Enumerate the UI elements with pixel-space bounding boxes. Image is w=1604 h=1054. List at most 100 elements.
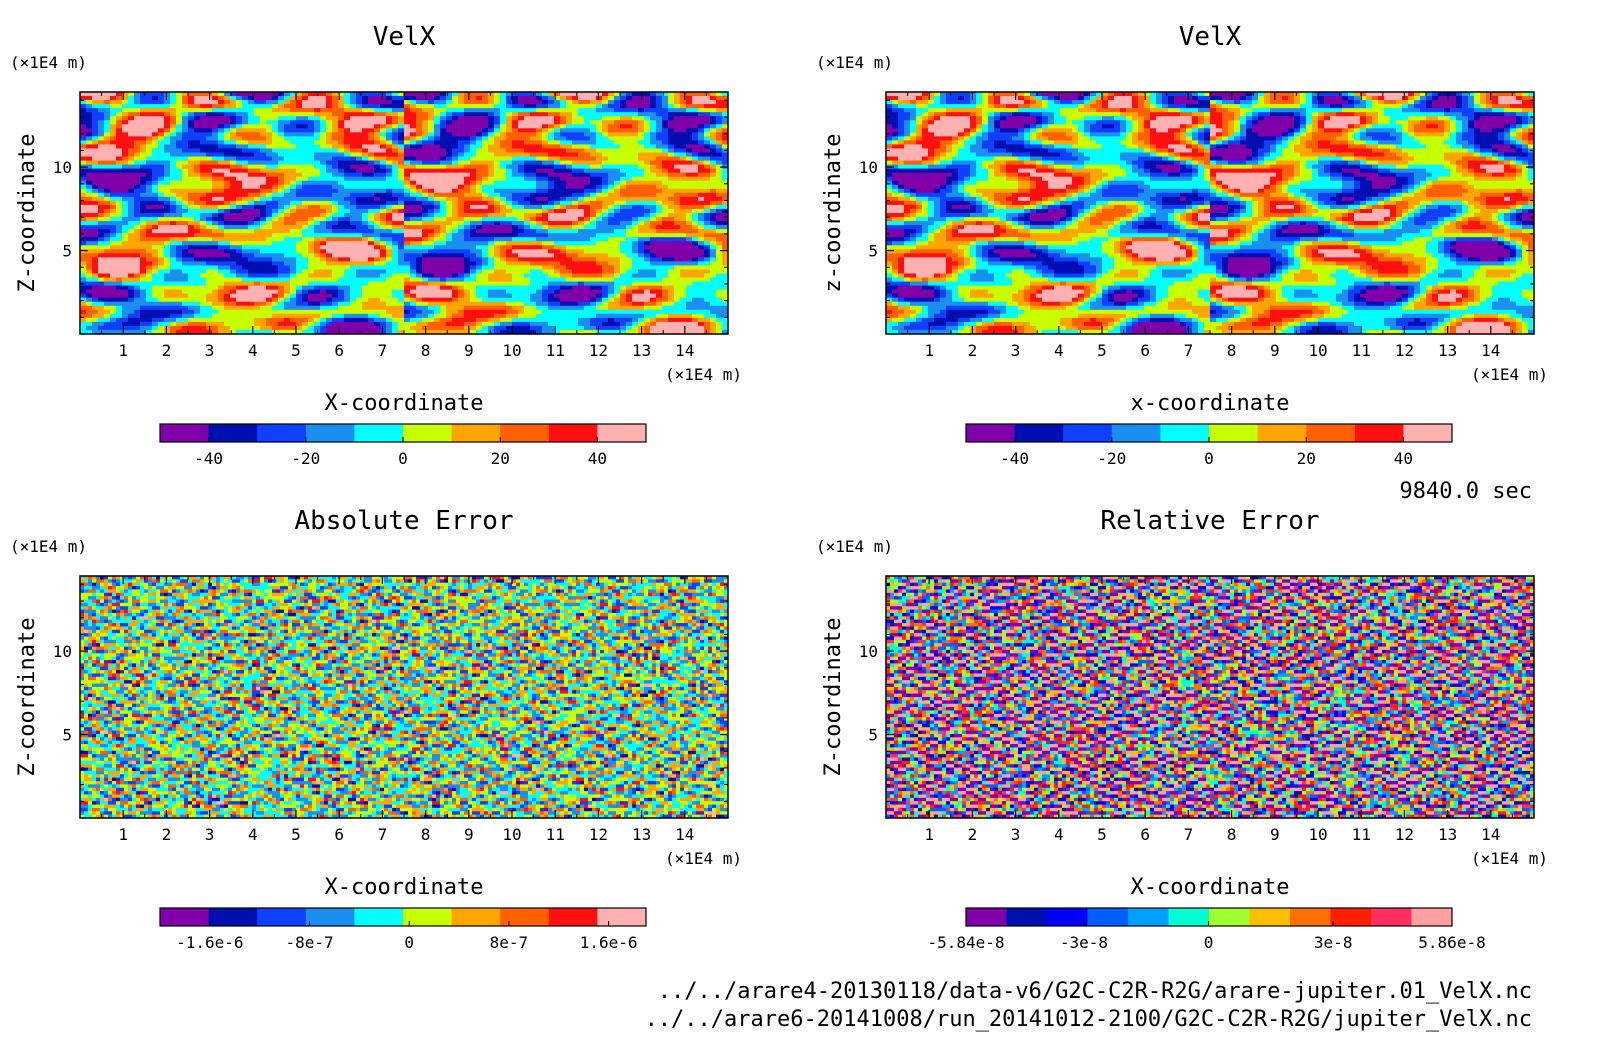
heatmap-cell [116,233,123,238]
heatmap-cell [620,249,627,254]
heatmap-cell [548,204,555,210]
heatmap-cell [452,217,459,222]
heatmap-cell [308,245,315,250]
heatmap-cell [368,265,375,271]
heatmap-cell [584,180,591,186]
heatmap-cell [632,144,639,150]
heatmap-cell [422,112,429,117]
heatmap-cell [314,204,321,210]
heatmap-cell [272,221,279,226]
heatmap-cell [698,152,705,158]
heatmap-cell [566,241,573,246]
heatmap-cell [350,196,357,202]
heatmap-cell [458,213,465,218]
heatmap-cell [554,217,561,222]
heatmap-cell [194,120,201,125]
heatmap-cell [350,180,357,186]
heatmap-cell [212,217,219,222]
heatmap-cell [284,237,291,242]
heatmap-cell [92,273,99,279]
heatmap-cell [650,172,657,178]
heatmap-cell [170,249,177,254]
heatmap-cell [104,245,111,250]
heatmap-cell [518,144,525,150]
heatmap-cell [566,104,573,109]
heatmap-cell [500,237,507,242]
heatmap-cell [656,180,663,186]
heatmap-cell [440,217,447,222]
heatmap-cell [614,160,621,166]
heatmap-cell [530,241,537,246]
heatmap-cell [596,257,603,262]
heatmap-cell [452,128,459,133]
heatmap-cell [386,233,393,238]
heatmap-cell [278,200,285,206]
heatmap-cell [314,225,321,230]
heatmap-cell [194,100,201,105]
heatmap-cell [506,112,513,117]
heatmap-cell [272,192,279,198]
heatmap-cell [692,124,699,129]
heatmap-cell [290,180,297,186]
heatmap-cell [446,112,453,117]
heatmap-cell [614,172,621,178]
heatmap-cell [554,241,561,246]
heatmap-cell [248,108,255,113]
heatmap-cell [470,108,477,113]
heatmap-cell [242,156,249,162]
heatmap-cell [464,265,471,271]
heatmap-cell [554,273,561,279]
heatmap-cell [290,148,297,154]
heatmap-cell [578,229,585,234]
heatmap-cell [110,176,117,182]
heatmap-cell [716,217,723,222]
heatmap-cell [134,204,141,210]
heatmap-cell [122,273,129,279]
heatmap-cell [86,168,93,174]
heatmap-cell [206,229,213,234]
heatmap-cell [206,245,213,250]
heatmap-cell [440,184,447,190]
heatmap-cell [716,261,723,267]
heatmap-cell [428,108,435,113]
heatmap-cell [722,233,728,238]
heatmap-cell [260,208,267,214]
heatmap-cell [386,200,393,206]
heatmap-cell [368,257,375,262]
heatmap-cell [572,104,579,109]
heatmap-cell [446,156,453,162]
heatmap-cell [674,217,681,222]
heatmap-cell [350,176,357,182]
heatmap-cell [614,152,621,158]
heatmap-cell [548,273,555,279]
heatmap-cell [590,120,597,125]
heatmap-cell [206,168,213,174]
heatmap-cell [404,184,411,190]
heatmap-cell [122,213,129,218]
heatmap-cell [320,172,327,178]
heatmap-cell [314,176,321,182]
heatmap-cell [254,221,261,226]
heatmap-cell [194,257,201,262]
heatmap-cell [374,176,381,182]
heatmap-cell [590,265,597,271]
heatmap-cell [116,229,123,234]
heatmap-cell [680,196,687,202]
heatmap-cell [224,160,231,166]
heatmap-cell [488,108,495,113]
heatmap-cell [602,164,609,170]
heatmap-cell [362,184,369,190]
heatmap-cell [290,144,297,150]
heatmap-cell [620,273,627,279]
heatmap-cell [500,261,507,267]
heatmap-cell [518,241,525,246]
heatmap-cell [482,112,489,117]
heatmap-cell [452,164,459,170]
heatmap-cell [428,265,435,271]
heatmap-cell [140,225,147,230]
heatmap-cell [572,132,579,137]
heatmap-cell [80,144,87,150]
heatmap-cell [464,257,471,262]
heatmap-cell [308,136,315,141]
heatmap-cell [680,245,687,250]
